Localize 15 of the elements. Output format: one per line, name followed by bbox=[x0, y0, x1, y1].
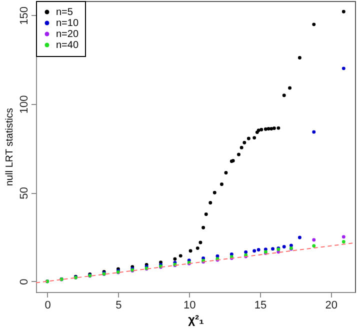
legend-label: n=20 bbox=[56, 29, 79, 40]
y-tick-label: 50 bbox=[18, 187, 30, 200]
x-axis-title: χ²₁ bbox=[188, 312, 204, 326]
legend-label: n=10 bbox=[56, 18, 79, 29]
y-tick-label: 100 bbox=[18, 95, 30, 114]
x-tick-label: 10 bbox=[183, 300, 196, 312]
y-tick-label: 0 bbox=[18, 278, 30, 285]
legend-label: n=40 bbox=[56, 40, 79, 51]
x-tick-label: 15 bbox=[254, 300, 267, 312]
x-tick-label: 5 bbox=[116, 300, 122, 312]
x-tick-label: 20 bbox=[325, 300, 338, 312]
y-axis-title: null LRT statistics bbox=[4, 108, 16, 186]
legend-label: n=5 bbox=[56, 7, 74, 18]
y-tick-label: 150 bbox=[18, 6, 30, 25]
x-tick-label: 0 bbox=[44, 300, 51, 312]
